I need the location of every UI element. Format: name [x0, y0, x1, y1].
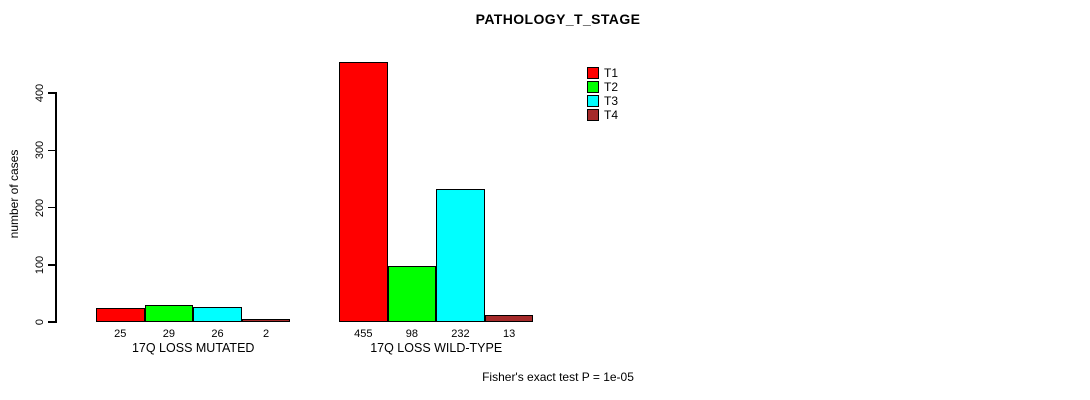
bar-value-label: 26 [211, 328, 224, 340]
legend-label-t3: T3 [604, 94, 619, 108]
bar-t2-group2 [387, 265, 437, 322]
bar-t2-group1 [144, 305, 194, 322]
y-tick-label: 400 [34, 83, 46, 103]
legend-label-t4: T4 [604, 108, 619, 122]
bar-value-label: 2 [263, 328, 270, 340]
y-tick-label: 100 [34, 255, 46, 274]
y-tick [48, 264, 56, 266]
bar-t1-group2 [339, 61, 388, 322]
bar-value-label: 455 [354, 328, 373, 340]
legend-item-t4: T4 [587, 108, 618, 122]
legend: T1 T2 T3 T4 [587, 66, 618, 122]
y-tick [48, 206, 56, 209]
bar-value-label: 29 [162, 328, 176, 340]
chart-title: PATHOLOGY_T_STAGE [475, 11, 641, 27]
bar-value-label: 232 [451, 328, 470, 340]
legend-item-t1: T1 [587, 66, 618, 80]
bar-t3-group2 [436, 189, 485, 322]
bar-t3-group1 [193, 307, 242, 322]
y-tick-label: 300 [34, 141, 46, 160]
y-tick-label: 200 [34, 198, 46, 217]
x-category-label: 17Q LOSS MUTATED [131, 341, 255, 355]
legend-swatch-t2 [587, 81, 599, 93]
bar-value-label: 98 [405, 328, 419, 340]
y-tick-label: 0 [34, 318, 46, 326]
legend-item-t2: T2 [587, 80, 618, 94]
y-tick [48, 149, 56, 151]
bar-t4-group1 [241, 319, 291, 322]
bar-value-label: 13 [502, 328, 516, 340]
x-category-label: 17Q LOSS WILD-TYPE [370, 341, 503, 355]
legend-swatch-t3 [587, 95, 599, 107]
y-tick [48, 321, 56, 323]
legend-swatch-t4 [587, 109, 599, 121]
bar-value-label: 25 [114, 328, 127, 340]
bar-t4-group2 [484, 314, 534, 322]
bar-t1-group1 [96, 307, 145, 322]
legend-label-t2: T2 [604, 80, 619, 94]
legend-swatch-t1 [587, 67, 599, 79]
fisher-test-annotation: Fisher's exact test P = 1e-05 [482, 370, 634, 384]
y-tick [48, 92, 56, 94]
legend-label-t1: T1 [604, 66, 619, 80]
legend-item-t3: T3 [587, 94, 618, 108]
